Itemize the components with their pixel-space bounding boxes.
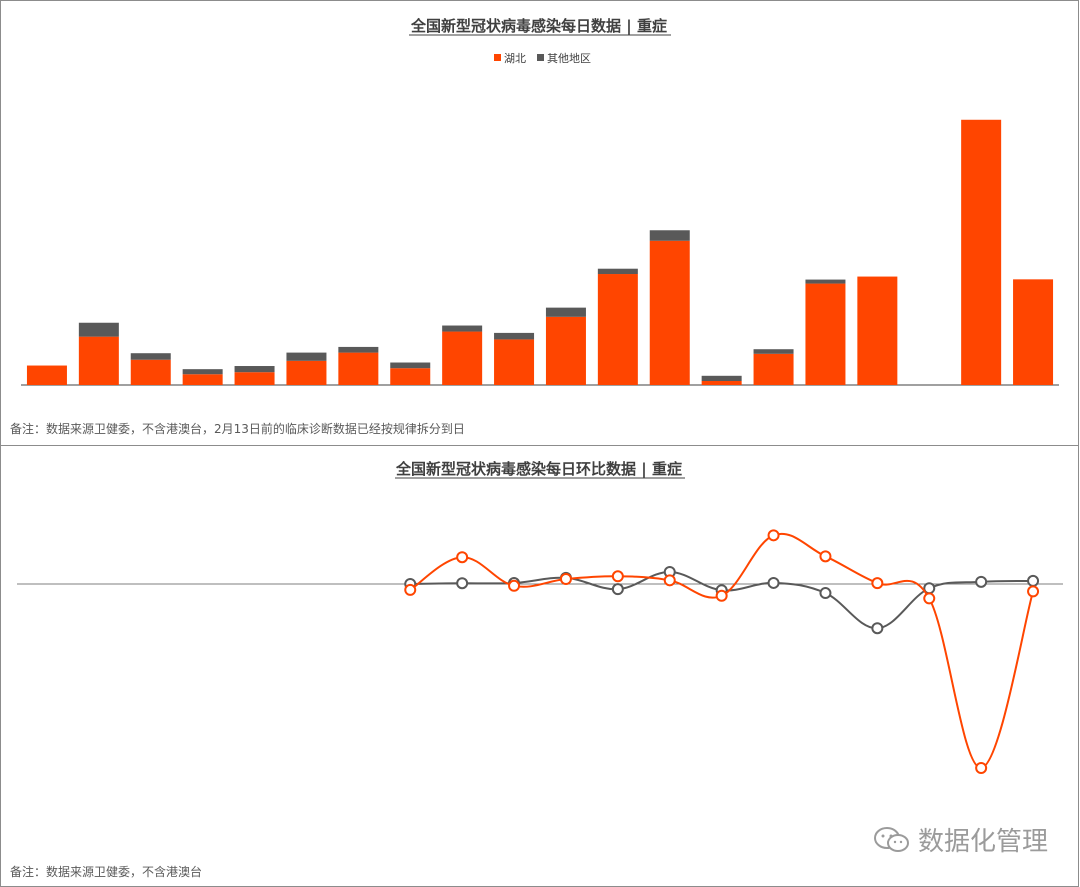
bar-segment [597,268,638,275]
bar-segment [78,322,119,337]
line-point [611,583,624,596]
bar-segment [390,368,431,385]
legend-label-other: 其他地区 [547,52,591,65]
line-point [404,583,417,596]
watermark-text: 数据化管理 [917,827,1048,857]
line-point [508,579,521,592]
line-point [611,570,624,583]
line-point [559,572,572,585]
line-point [871,577,884,590]
line-point [715,589,728,602]
bar-plot-area [21,119,1059,386]
line-chart-svg: 全国新型冠状病毒感染每日环比数据 | 重症 备注：数据来源卫健委，不含港澳台 [10,460,1063,879]
line-chart-panel: 全国新型冠状病毒感染每日环比数据 | 重症 备注：数据来源卫健委，不含港澳台 数… [0,445,1079,887]
bar-segment [857,276,898,385]
bar-chart-svg: 全国新型冠状病毒感染每日数据 | 重症 湖北 其他地区 备注：数据来源卫健委，不… [10,17,1059,436]
legend-swatch-hubei [494,54,501,61]
bar-segment [649,240,690,385]
line-point [456,551,469,564]
line-point [975,575,988,588]
line-point [1027,585,1040,598]
bar-segment [338,346,379,353]
line-point [819,550,832,563]
bar-chart-title: 全国新型冠状病毒感染每日数据 | 重症 [410,17,667,36]
line-point [663,574,676,587]
bar-segment [130,359,171,385]
bar-segment [234,372,275,385]
bar-segment [234,366,275,373]
bar-chart-panel: 全国新型冠状病毒感染每日数据 | 重症 湖北 其他地区 备注：数据来源卫健委，不… [0,0,1079,446]
line-plot-area [17,529,1063,774]
line-chart-note: 备注：数据来源卫健委，不含港澳台 [10,864,202,879]
line-point [456,577,469,590]
bar-segment [805,283,846,385]
line-point [767,529,780,542]
wechat-icon [873,826,909,852]
watermark: 数据化管理 [872,821,1048,858]
bar-segment [390,362,431,369]
bar-segment [649,230,690,241]
line-point [975,762,988,774]
line-point [819,587,832,600]
bar-segment [182,374,223,385]
bar-segment [545,307,586,317]
bar-chart-note: 备注：数据来源卫健委，不含港澳台，2月13日前的临床诊断数据已经按规律拆分到日 [10,421,465,436]
bar-segment [701,381,742,385]
line-chart-title: 全国新型冠状病毒感染每日环比数据 | 重症 [395,460,682,479]
bar-segment [753,353,794,385]
line-point [871,622,884,635]
bar-segment [286,352,327,361]
legend-swatch-other [537,54,544,61]
bar-segment [130,353,171,360]
legend-label-hubei: 湖北 [504,52,526,65]
bar-segment [26,365,67,385]
line-point [923,592,936,605]
bar-segment [701,375,742,381]
bar-segment [442,331,483,385]
bar-chart-legend: 湖北 其他地区 [494,52,591,65]
bar-segment [442,325,483,332]
bar-segment [597,274,638,385]
bar-segment [753,349,794,354]
bar-segment [961,119,1002,385]
bar-segment [805,279,846,284]
bar-segment [1013,279,1054,385]
line-series-hubei [409,532,1035,770]
line-point [767,576,780,589]
bar-segment [78,336,119,385]
bar-segment [286,360,327,385]
bar-segment [182,369,223,375]
bar-segment [545,316,586,385]
bar-segment [338,352,379,385]
bar-segment [494,339,535,385]
line-point [1027,574,1040,587]
bar-segment [494,332,535,340]
